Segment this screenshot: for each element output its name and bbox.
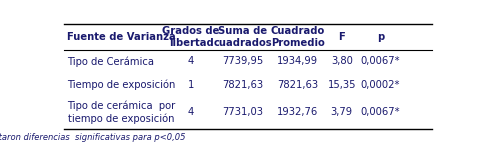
Text: 15,35: 15,35 [328,80,356,89]
Text: 0,0067*: 0,0067* [361,56,400,67]
Text: Tipo de Cerámica: Tipo de Cerámica [67,56,154,67]
Text: 1932,76: 1932,76 [277,107,318,117]
Text: 3,79: 3,79 [331,107,353,117]
Text: F: F [338,32,345,42]
Text: 1: 1 [188,80,194,89]
Text: *Presentaron diferencias  significativas para p<0,05: *Presentaron diferencias significativas … [0,133,185,142]
Text: Tipo de cerámica  por
tiempo de exposición: Tipo de cerámica por tiempo de exposició… [67,101,176,124]
Text: 1934,99: 1934,99 [277,56,318,67]
Text: 0,0002*: 0,0002* [361,80,400,89]
Text: 7731,03: 7731,03 [222,107,263,117]
Text: 7821,63: 7821,63 [277,80,318,89]
Text: Grados de
libertad: Grados de libertad [163,26,220,48]
Text: Tiempo de exposición: Tiempo de exposición [67,79,176,90]
Text: 7739,95: 7739,95 [222,56,263,67]
Text: 3,80: 3,80 [331,56,353,67]
Text: p: p [377,32,384,42]
Text: Fuente de Varianza: Fuente de Varianza [67,32,176,42]
Text: 4: 4 [188,56,194,67]
Text: 0,0067*: 0,0067* [361,107,400,117]
Text: Cuadrado
Promedio: Cuadrado Promedio [271,26,325,48]
Text: 4: 4 [188,107,194,117]
Text: Suma de
cuadrados: Suma de cuadrados [213,26,272,48]
Text: 7821,63: 7821,63 [222,80,263,89]
